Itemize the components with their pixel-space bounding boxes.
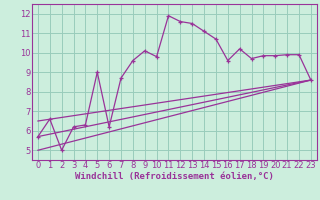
X-axis label: Windchill (Refroidissement éolien,°C): Windchill (Refroidissement éolien,°C) xyxy=(75,172,274,181)
